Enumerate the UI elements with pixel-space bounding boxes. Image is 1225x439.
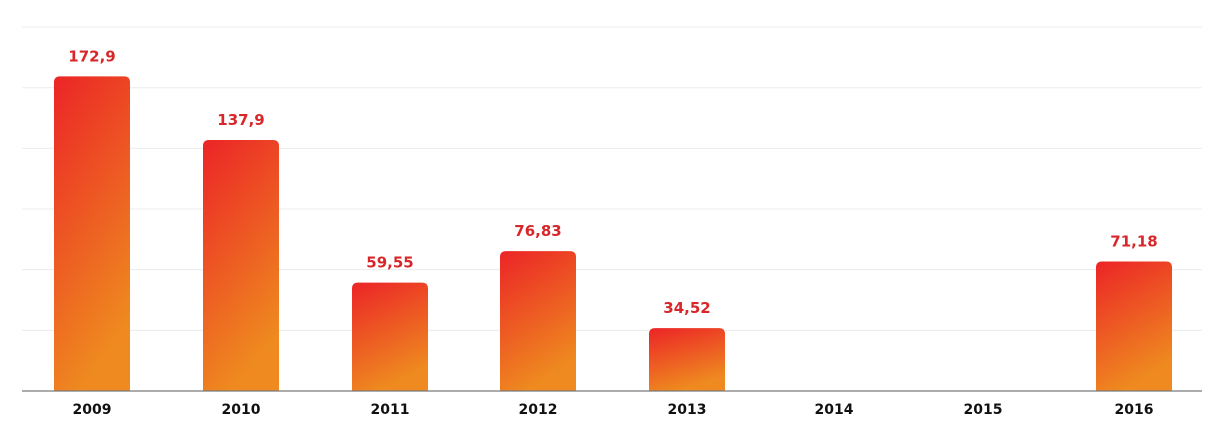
x-tick-label-2014: 2014 [815,402,854,418]
bar-2011 [352,282,428,391]
bar-layer [54,76,1172,392]
x-tick-label-2012: 2012 [519,402,558,418]
x-tick-label-2011: 2011 [371,402,410,418]
bar-2016 [1096,261,1172,391]
value-label-2010: 137,9 [217,111,264,129]
bar-2012 [500,251,576,391]
x-tick-label-2013: 2013 [668,402,707,418]
value-label-2012: 76,83 [514,222,561,240]
x-tick-label-2009: 2009 [73,402,112,418]
x-tick-label-2016: 2016 [1115,402,1154,418]
value-label-2011: 59,55 [366,254,413,272]
value-label-2016: 71,18 [1110,232,1157,250]
x-tick-layer: 2009 2010 2011 2012 2013 2014 2015 2016 [73,402,1154,418]
value-label-layer: 172,9 137,9 59,55 76,83 34,52 71,18 [68,47,1157,317]
value-label-2009: 172,9 [68,47,115,65]
bar-2009 [54,76,130,392]
value-label-2013: 34,52 [663,299,710,317]
grid-layer [22,26,1202,331]
bar-2010 [203,140,279,391]
bar-2013 [649,328,725,391]
x-tick-label-2010: 2010 [222,402,261,418]
x-tick-label-2015: 2015 [964,402,1003,418]
